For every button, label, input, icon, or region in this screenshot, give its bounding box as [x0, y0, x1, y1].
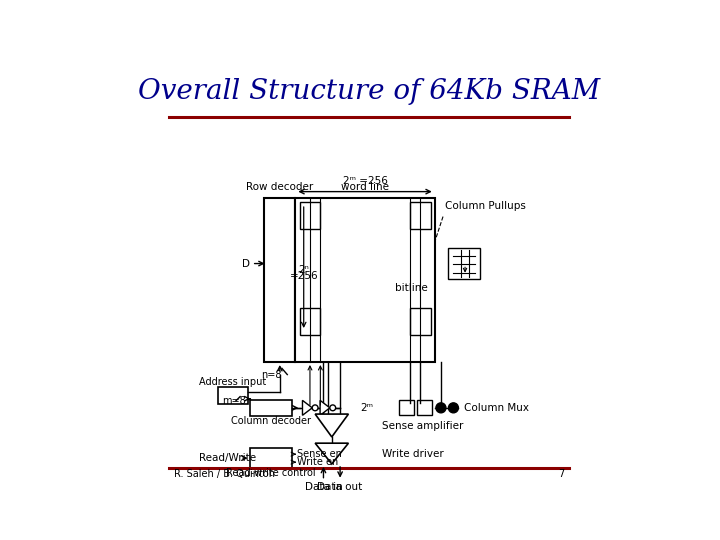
- Bar: [410, 202, 431, 229]
- Bar: [417, 400, 432, 415]
- Bar: [295, 198, 435, 362]
- Bar: [410, 308, 431, 335]
- Text: Data out: Data out: [318, 482, 363, 492]
- Bar: [264, 198, 295, 362]
- Text: Write en: Write en: [297, 457, 338, 467]
- Text: Read-write control: Read-write control: [227, 468, 316, 478]
- Text: R. Saleh / B. Quinton: R. Saleh / B. Quinton: [174, 469, 274, 480]
- Polygon shape: [320, 400, 330, 415]
- Text: 7: 7: [558, 469, 564, 480]
- Text: m=8: m=8: [222, 396, 246, 406]
- Text: word line: word line: [341, 183, 389, 192]
- Text: 2ⁿ: 2ⁿ: [298, 265, 309, 274]
- Text: Row decoder: Row decoder: [246, 183, 313, 192]
- Text: n=8: n=8: [261, 369, 282, 380]
- Bar: [251, 400, 292, 416]
- Bar: [400, 400, 414, 415]
- Text: Data in: Data in: [305, 482, 342, 492]
- Text: Column Mux: Column Mux: [464, 403, 528, 413]
- Circle shape: [330, 405, 336, 411]
- Bar: [300, 308, 320, 335]
- Bar: [218, 387, 248, 404]
- Text: Sense en: Sense en: [297, 449, 342, 459]
- Text: Address input: Address input: [199, 377, 266, 387]
- Text: D: D: [242, 259, 250, 268]
- Text: 2ᵐ =256: 2ᵐ =256: [343, 176, 387, 186]
- Text: Column decoder: Column decoder: [231, 416, 311, 426]
- Bar: [300, 202, 320, 229]
- Text: 2ᵐ: 2ᵐ: [360, 403, 374, 413]
- Text: bitline: bitline: [395, 283, 428, 293]
- Circle shape: [449, 403, 459, 413]
- Text: =256: =256: [289, 271, 318, 281]
- Bar: [449, 248, 480, 279]
- Bar: [251, 448, 292, 468]
- Text: Write driver: Write driver: [382, 449, 444, 458]
- Text: Sense amplifier: Sense amplifier: [382, 421, 463, 430]
- Polygon shape: [315, 443, 348, 464]
- Circle shape: [312, 405, 318, 411]
- Circle shape: [436, 403, 446, 413]
- Polygon shape: [302, 400, 312, 415]
- Text: Overall Structure of 64Kb SRAM: Overall Structure of 64Kb SRAM: [138, 78, 600, 105]
- Polygon shape: [315, 414, 348, 437]
- Text: Read/Write: Read/Write: [199, 453, 256, 463]
- Text: Column Pullups: Column Pullups: [445, 201, 526, 211]
